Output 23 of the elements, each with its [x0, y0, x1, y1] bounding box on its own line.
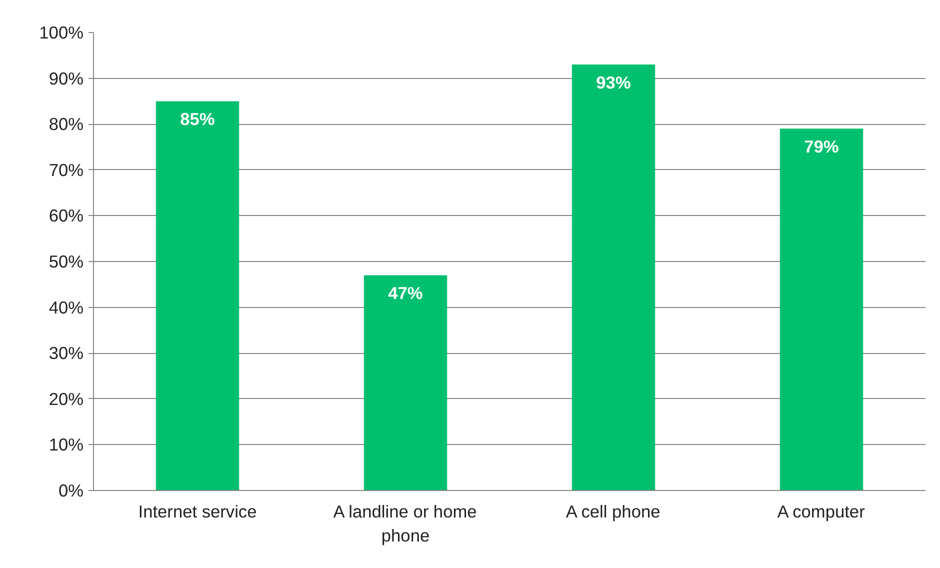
- data-label: 93%: [596, 72, 631, 93]
- y-tick-label: 10%: [48, 434, 84, 455]
- data-label: 79%: [804, 136, 839, 157]
- y-tick-label: 60%: [48, 206, 84, 226]
- y-tick-label: 50%: [48, 252, 84, 272]
- bar: [156, 101, 240, 490]
- y-tick-label: 70%: [48, 160, 84, 180]
- x-tick-label: A cell phone: [566, 502, 660, 522]
- bar: [364, 275, 448, 490]
- y-tick-label: 40%: [48, 297, 84, 318]
- y-tick-label: 90%: [48, 68, 84, 88]
- x-tick-label: A landline or home phone: [333, 502, 477, 546]
- y-tick-label: 20%: [48, 388, 84, 409]
- data-label: 47%: [388, 283, 423, 304]
- y-tick-label: 100%: [39, 22, 84, 42]
- y-tick-label: 80%: [48, 114, 84, 134]
- y-tick-label: 0%: [58, 480, 84, 500]
- data-label: 85%: [180, 109, 215, 130]
- x-tick-label: A computer: [777, 502, 866, 522]
- y-tick-label: 30%: [48, 343, 84, 364]
- bar: [572, 64, 656, 490]
- bar: [780, 128, 864, 490]
- x-tick-label: Internet service: [138, 502, 257, 522]
